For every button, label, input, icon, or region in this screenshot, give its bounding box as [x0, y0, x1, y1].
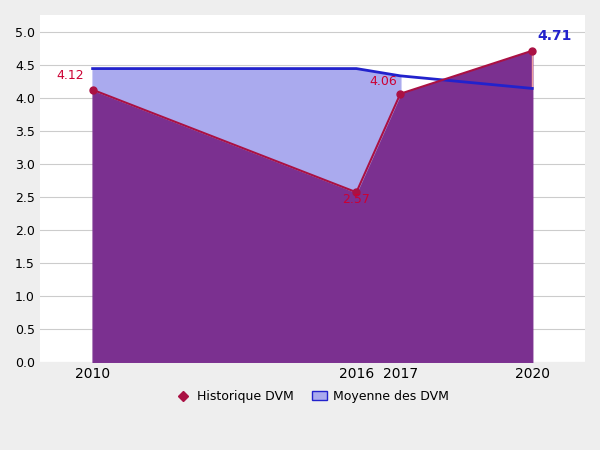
- Text: 2.57: 2.57: [343, 193, 370, 206]
- Text: 4.71: 4.71: [537, 29, 571, 43]
- Text: 4.06: 4.06: [369, 76, 397, 88]
- Text: 4.12: 4.12: [57, 69, 85, 82]
- Legend: Historique DVM, Moyenne des DVM: Historique DVM, Moyenne des DVM: [170, 385, 454, 408]
